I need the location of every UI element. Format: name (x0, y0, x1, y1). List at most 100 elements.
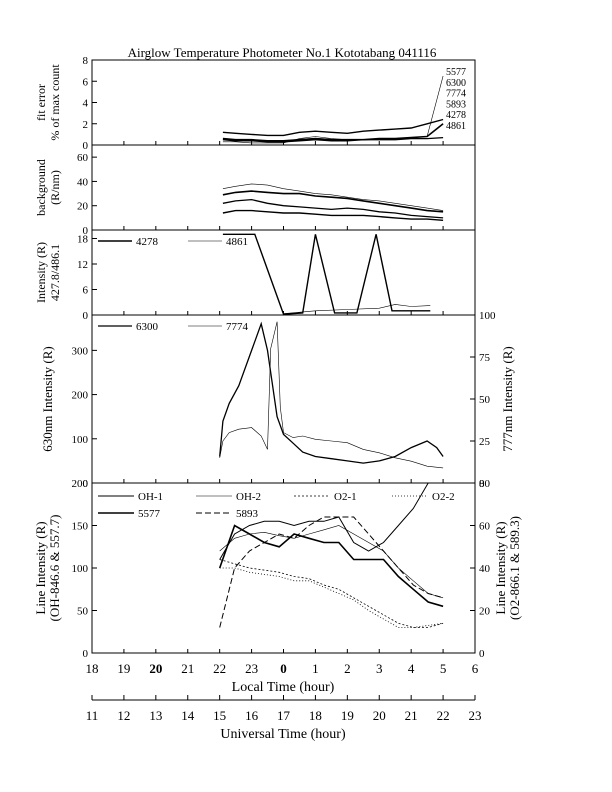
local-tick-label: 22 (213, 661, 226, 676)
local-tick-label: 18 (86, 661, 99, 676)
ut-tick-label: 18 (309, 708, 322, 723)
ut-tick-label: 14 (181, 708, 195, 723)
y-tick-label: 200 (72, 478, 89, 490)
y-tick-label: 0 (83, 648, 89, 660)
ut-tick-label: 12 (117, 708, 130, 723)
series-6300 (222, 198, 444, 219)
panel-background: 0 20 40 60 background (R/nm) (34, 144, 476, 237)
series-O2-2 (219, 567, 444, 628)
legend-5577: 5577 (446, 67, 466, 78)
legend-5893: 5893 (236, 508, 259, 520)
ut-tick-label: 13 (149, 708, 162, 723)
y-axis-label: 630nm Intensity (R) (40, 346, 55, 451)
ut-tick-label: 15 (213, 708, 226, 723)
y-tick-right-label: 20 (479, 606, 491, 618)
legend-6300: 6300 (136, 321, 159, 333)
y-tick-right-label: 0 (479, 648, 485, 660)
series-6300 (222, 136, 444, 143)
ut-tick-label: 11 (86, 708, 99, 723)
legend-4861: 4861 (226, 236, 248, 248)
series-OH-1 (219, 482, 444, 560)
series-4861 (283, 304, 431, 314)
y-tick-label: 4 (83, 98, 89, 110)
panel-fit-error: 0 2 4 6 8 fit error% of max count 557763007774… (34, 55, 476, 152)
legend-6300: 6300 (446, 78, 466, 89)
y-tick-label: 0 (83, 478, 89, 490)
local-tick-label: 2 (344, 661, 351, 676)
local-tick-label: 23 (245, 661, 258, 676)
local-tick-label: 0 (280, 661, 287, 676)
series-7774 (219, 321, 444, 469)
legend-5893: 5893 (446, 99, 466, 110)
ut-tick-label: 21 (405, 708, 418, 723)
series-4278 (222, 233, 431, 315)
y-tick-label: 8 (83, 55, 89, 67)
y-axis-label: Line Intensity (R) (33, 521, 48, 614)
ut-tick-label: 17 (277, 708, 291, 723)
y-tick-label: 40 (77, 176, 89, 188)
local-tick-label: 21 (181, 661, 194, 676)
legend-OH-1: OH-1 (138, 491, 163, 503)
y-tick-label: 50 (77, 606, 89, 618)
local-tick-label: 19 (117, 661, 130, 676)
y-tick-label: 300 (72, 345, 89, 357)
legend-4861: 4861 (446, 121, 466, 132)
y-tick-right-label: 25 (479, 436, 491, 448)
series-5893 (219, 516, 444, 628)
legend-4278: 4278 (136, 236, 159, 248)
panel-red-oxygen: 0 100 200 300 0 25 50 75 100 630nm Intensity (R) 7… (40, 310, 515, 490)
y-tick-label: 12 (77, 259, 88, 271)
y-tick-right-label: 50 (479, 394, 491, 406)
y-tick-right-label: 80 (479, 478, 491, 490)
series-O2-1 (219, 559, 444, 628)
y-tick-label: 60 (77, 152, 89, 164)
local-tick-label: 20 (149, 661, 162, 676)
series-5577 (218, 524, 444, 608)
y-axis-label: % of max count (48, 64, 62, 141)
y-tick-label: 2 (83, 119, 89, 131)
y-tick-label: 6 (83, 76, 89, 88)
legend-O2-2: O2-2 (432, 491, 455, 503)
legend-4278: 4278 (446, 110, 466, 121)
series-5577 (222, 123, 444, 142)
y-axis-label: background (34, 159, 48, 216)
local-axis-label: Local Time (hour) (232, 680, 335, 695)
ut-axis-label: Universal Time (hour) (220, 727, 346, 742)
legend-O2-1: O2-1 (334, 491, 357, 503)
y-tick-label: 200 (72, 390, 89, 402)
local-tick-label: 3 (376, 661, 383, 676)
y-tick-label: 0 (83, 140, 89, 152)
y-tick-label: 150 (72, 521, 89, 533)
legend-5577: 5577 (138, 508, 161, 520)
y-axis-label: (R/nm) (48, 170, 62, 205)
y-tick-right-label: 60 (479, 521, 491, 533)
chart-title: Airglow Temperature Photometer No.1 Koto… (128, 45, 437, 60)
y-tick-label: 0 (83, 310, 89, 322)
series-5577 (222, 190, 444, 213)
y-axis-label: fit error (34, 84, 48, 121)
y-tick-right-label: 100 (479, 310, 496, 322)
y-tick-label: 0 (83, 225, 89, 237)
ut-tick-label: 16 (245, 708, 259, 723)
panel-frame (91, 144, 476, 231)
y-tick-label: 6 (83, 285, 89, 297)
panel-blue-lines: 0 6 12 18 Intensity (R) 427.8/486.1 4278 4861 (34, 229, 476, 322)
y-tick-label: 100 (72, 563, 89, 575)
local-tick-label: 6 (472, 661, 479, 676)
ut-tick-label: 22 (437, 708, 450, 723)
y-axis-label-right: (O2-866.1 & 589.3) (507, 516, 522, 620)
y-tick-label: 20 (77, 201, 89, 213)
series-4278 (222, 118, 444, 137)
legend-OH-2: OH-2 (236, 491, 261, 503)
y-tick-label: 100 (72, 434, 89, 446)
series-7774 (222, 183, 444, 211)
y-axis-label: Intensity (R) (34, 242, 48, 303)
series-6300 (219, 321, 444, 464)
ut-tick-label: 19 (341, 708, 354, 723)
local-tick-label: 5 (440, 661, 447, 676)
local-tick-label: 4 (408, 661, 415, 676)
y-tick-label: 18 (77, 234, 89, 246)
y-tick-right-label: 0 (479, 478, 485, 490)
